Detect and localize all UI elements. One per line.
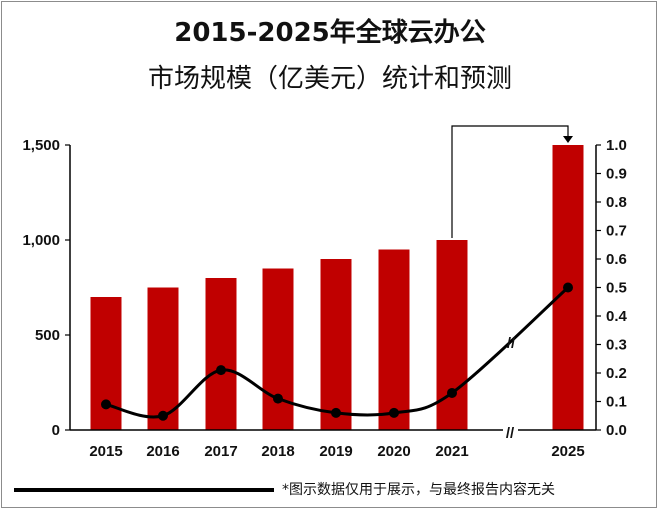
y-right-tick-label: 0.7: [606, 223, 627, 240]
y-left-tick-label: 1,500: [22, 137, 60, 154]
footnote-line: [14, 488, 274, 492]
x-tick-label-2025: 2025: [551, 443, 584, 460]
line-point-2016: [158, 410, 168, 421]
y-right-tick-label: 0.1: [606, 394, 627, 411]
bar-2016: [147, 287, 179, 430]
x-tick-label-2020: 2020: [377, 443, 410, 460]
y-right-tick-label: 0.4: [606, 308, 628, 325]
y-right-tick-label: 0.3: [606, 337, 627, 354]
y-right-tick-label: 0.2: [606, 365, 627, 382]
x-tick-label-2017: 2017: [204, 443, 237, 460]
line-point-2019: [331, 407, 341, 418]
x-tick-label-2016: 2016: [146, 443, 179, 460]
line-series: [105, 286, 570, 419]
growth-arrow-head: [563, 136, 573, 143]
y-left-tick-label: 500: [35, 327, 60, 344]
bar-2020: [378, 249, 410, 430]
y-left-tick-label: 0: [52, 422, 60, 439]
x-axis-break: //: [506, 425, 515, 442]
line-point-2021: [447, 387, 457, 398]
y-right-tick-label: 1.0: [606, 137, 627, 154]
line-point-2018: [273, 393, 283, 404]
line-point-2020: [389, 407, 399, 418]
y-left-tick-label: 1,000: [22, 232, 60, 249]
x-tick-label-2018: 2018: [261, 443, 294, 460]
chart-title-line2: 市场规模（亿美元）统计和预测: [147, 64, 512, 94]
y-right-tick-label: 0.9: [606, 166, 627, 183]
chart-title-line1: 2015-2025年全球云办公: [174, 18, 486, 48]
bar-2019: [320, 259, 352, 430]
x-tick-label-2015: 2015: [89, 443, 122, 460]
y-right-tick-label: 0.5: [606, 280, 627, 297]
y-right-tick-label: 0.0: [606, 422, 627, 439]
line-point-2017: [216, 365, 226, 376]
bar-2015: [90, 297, 122, 430]
line-point-2025: [563, 282, 573, 293]
bar-2018: [262, 268, 294, 430]
y-right-tick-label: 0.8: [606, 194, 627, 211]
bar-2017: [205, 278, 237, 430]
footnote: *图示数据仅用于展示，与最终报告内容无关: [282, 482, 555, 498]
growth-arrow-line: [451, 125, 569, 238]
line-break-mark: //: [507, 335, 516, 352]
line-point-2015: [101, 399, 111, 410]
x-tick-label-2021: 2021: [435, 443, 468, 460]
y-right-tick-label: 0.6: [606, 251, 627, 268]
x-tick-label-2019: 2019: [319, 443, 352, 460]
